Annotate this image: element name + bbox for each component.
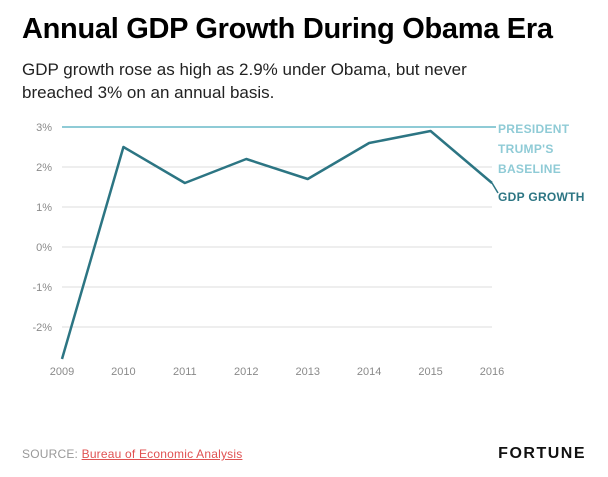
y-tick-label: 1%	[36, 202, 52, 214]
gdp-growth-line	[60, 129, 493, 360]
y-tick-label: -2%	[32, 322, 52, 334]
x-tick-label: 2010	[111, 366, 135, 378]
gdp-growth-label: GDP GROWTH	[498, 190, 585, 205]
page-subtitle: GDP growth rose as high as 2.9% under Ob…	[22, 60, 467, 103]
trump-baseline-label: PRESIDENT TRUMP'S BASELINE	[498, 122, 570, 177]
x-tick-label: 2015	[418, 366, 442, 378]
y-tick-label: 0%	[36, 242, 52, 254]
page-title: Annual GDP Growth During Obama Era	[22, 13, 553, 45]
x-tick-label: 2016	[480, 366, 504, 378]
header: Annual GDP Growth During Obama Era GDP g…	[0, 0, 608, 105]
source-prefix: SOURCE:	[22, 447, 82, 461]
source-text: SOURCE: Bureau of Economic Analysis	[22, 447, 242, 461]
y-tick-label: 3%	[36, 122, 52, 134]
gdp-label-connector	[491, 182, 499, 194]
x-tick-label: 2009	[50, 366, 74, 378]
x-tick-label: 2012	[234, 366, 258, 378]
footer: SOURCE: Bureau of Economic Analysis FORT…	[0, 445, 608, 477]
x-tick-label: 2011	[173, 366, 197, 378]
chart-canvas: 3% 2% 1% 0% -1% -2% 2009 2010 2011 2012 2013 2014 20…	[32, 122, 504, 378]
fortune-logo: FORTUNE	[498, 445, 586, 462]
source-link[interactable]: Bureau of Economic Analysis	[81, 447, 243, 461]
x-tick-label: 2013	[295, 366, 319, 378]
y-tick-label: 2%	[36, 162, 52, 174]
y-tick-label: -1%	[32, 282, 52, 294]
gdp-line-chart: 3% 2% 1% 0% -1% -2% 2009 2010 2011 2012 2013 2014 20…	[0, 115, 608, 387]
x-tick-label: 2014	[357, 366, 381, 378]
